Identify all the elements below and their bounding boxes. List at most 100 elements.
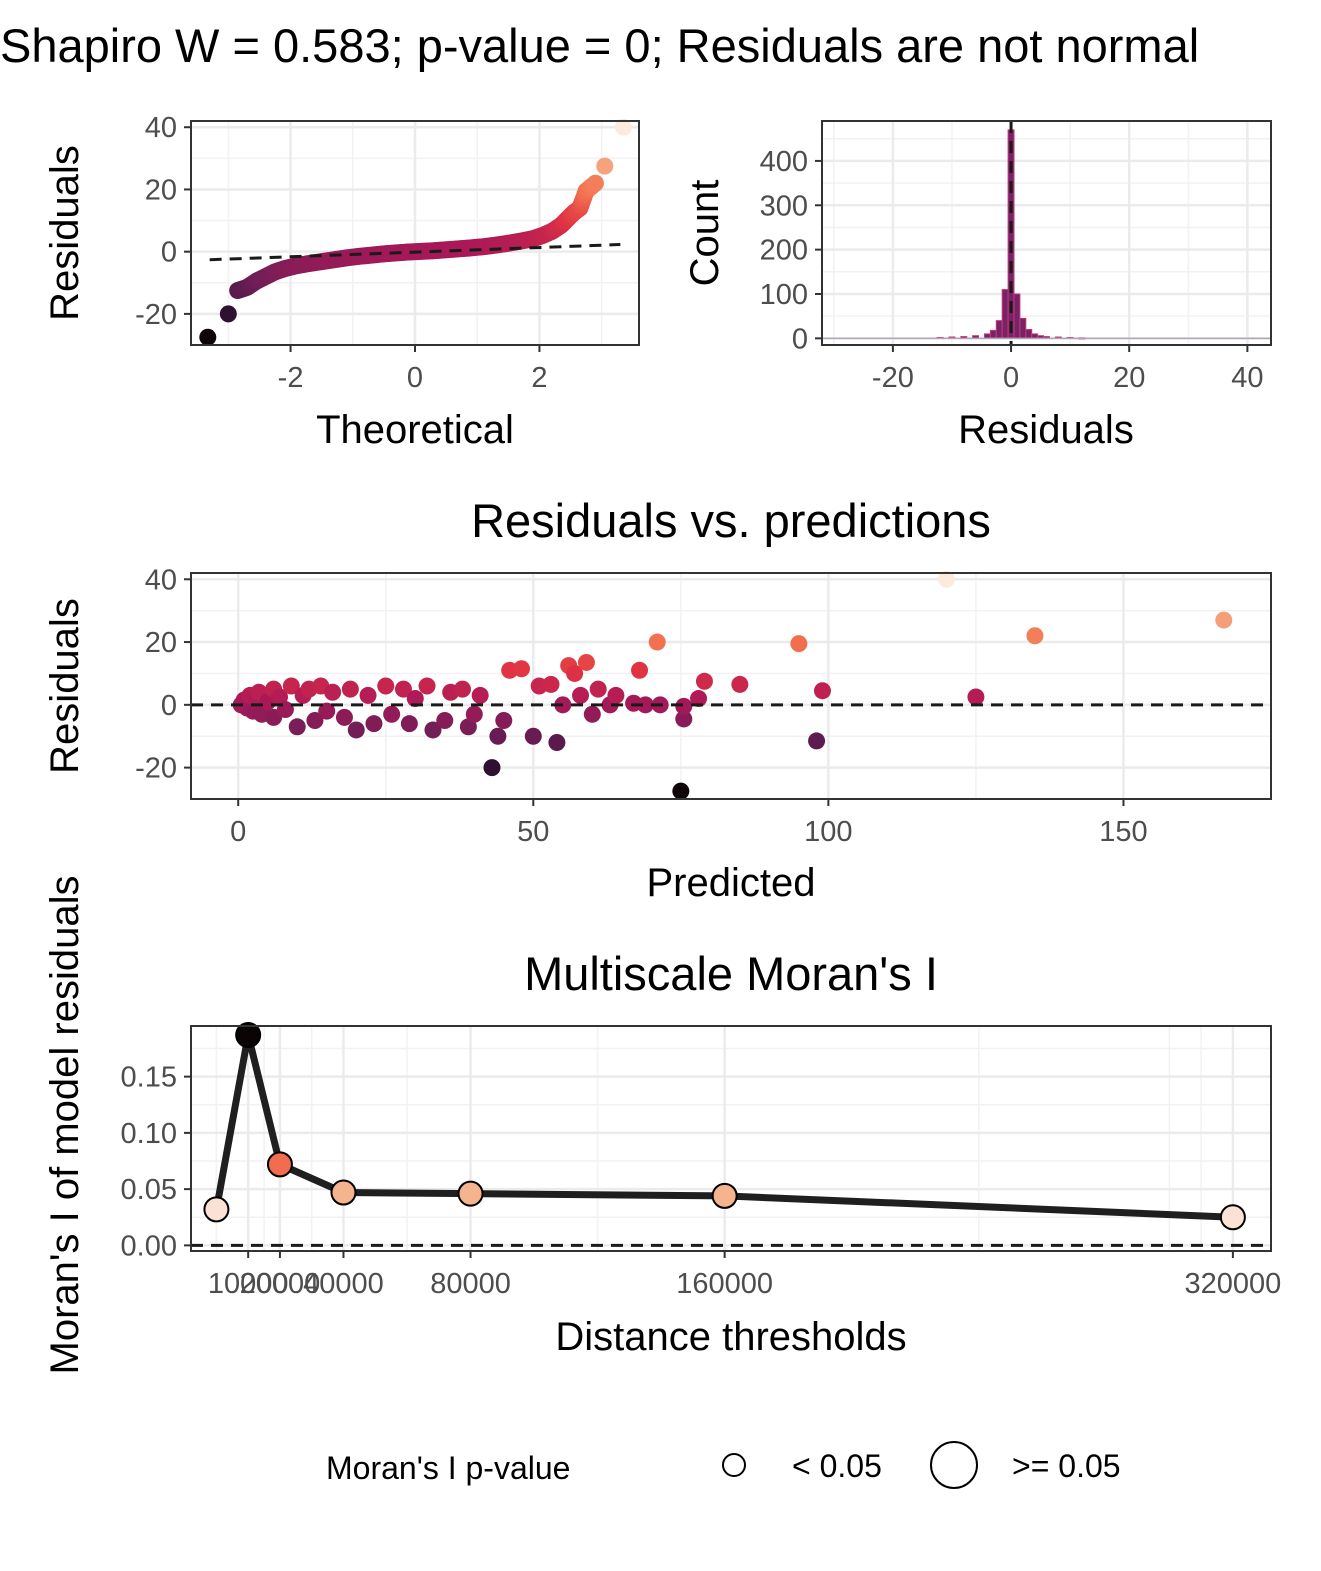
morans-x-tick-label: 20000 — [240, 1268, 321, 1300]
morans-y-tick-label: 0.10 — [121, 1118, 177, 1150]
histogram-y-tick-label: 0 — [792, 323, 808, 355]
rvp-y-tick-label: 40 — [145, 564, 177, 596]
histogram-bar — [1013, 293, 1021, 339]
morans-panel-border — [190, 1025, 1272, 1252]
rvp-point — [967, 688, 985, 706]
rvp-point — [495, 712, 513, 730]
rvp-point — [406, 690, 424, 708]
rvp-point — [607, 686, 625, 704]
morans-i-title: Multiscale Moran's I — [524, 947, 938, 1000]
rvp-point — [335, 708, 353, 726]
rvp-ticks: 0 50 100 150 -20 0 20 40 — [135, 564, 1148, 848]
rvp-x-tick-label: 0 — [230, 816, 246, 848]
morans-marks — [191, 1022, 1271, 1247]
legend-item-label: >= 0.05 — [1012, 1448, 1121, 1484]
residuals-vs-predictions-title: Residuals vs. predictions — [471, 494, 991, 547]
qq-x-tick-label: 0 — [407, 362, 423, 394]
rvp-point — [690, 690, 708, 708]
rvp-point — [341, 680, 359, 698]
rvp-point — [400, 715, 418, 733]
rvp-point — [453, 680, 471, 698]
rvp-point — [548, 734, 566, 751]
rvp-point — [937, 570, 955, 588]
qq-point — [614, 118, 632, 136]
rvp-y-tick-label: 20 — [145, 627, 177, 659]
rvp-point — [675, 710, 693, 728]
rvp-point — [365, 715, 383, 733]
morans-legend: Moran's I p-value < 0.05 >= 0.05 — [326, 1441, 1121, 1489]
morans-point — [330, 1179, 357, 1206]
qq-y-axis-title: Residuals — [43, 145, 87, 321]
rvp-point — [465, 705, 483, 723]
rvp-y-tick-label: -20 — [135, 753, 177, 785]
morans-point — [711, 1182, 738, 1209]
histogram-y-tick-label: 100 — [760, 279, 808, 311]
qq-reference-line — [209, 243, 621, 262]
rvp-point — [731, 675, 749, 693]
rvp-point — [324, 683, 342, 701]
histogram-y-tick-label: 200 — [760, 235, 808, 267]
rvp-x-axis-title: Predicted — [647, 861, 816, 905]
residuals-vs-predictions-panel: Residuals vs. predictions 0 50 100 150 -20 0 2… — [43, 494, 1272, 905]
legend-title: Moran's I p-value — [326, 1450, 570, 1486]
rvp-point — [306, 712, 324, 730]
histogram-x-axis-title: Residuals — [958, 408, 1134, 452]
legend-item-label: < 0.05 — [792, 1448, 882, 1484]
morans-x-axis-title: Distance thresholds — [555, 1315, 906, 1359]
morans-point — [1219, 1204, 1246, 1231]
rvp-point — [672, 782, 690, 800]
rvp-point — [377, 677, 395, 695]
qq-point — [596, 157, 614, 175]
qq-point — [586, 174, 604, 192]
morans-y-tick-label: 0.15 — [121, 1062, 177, 1094]
histogram-bar — [1025, 328, 1033, 339]
rvp-point — [383, 705, 401, 723]
histogram-y-tick-label: 300 — [760, 190, 808, 222]
rvp-point — [424, 721, 442, 739]
histogram-x-tick-label: 20 — [1113, 362, 1145, 394]
morans-point — [457, 1180, 484, 1207]
qq-x-axis-title: Theoretical — [316, 408, 514, 452]
qq-x-tick-label: 2 — [531, 362, 547, 394]
rvp-point — [318, 702, 336, 720]
rvp-point — [347, 721, 365, 739]
histogram-x-tick-label: -20 — [872, 362, 914, 394]
rvp-point — [394, 680, 412, 698]
morans-point — [266, 1151, 293, 1178]
qq-marks — [199, 118, 632, 346]
rvp-panel-border — [190, 572, 1272, 800]
rvp-point — [483, 759, 501, 777]
morans-x-tick-label: 320000 — [1184, 1268, 1281, 1300]
qq-point — [219, 305, 237, 323]
rvp-point — [471, 686, 489, 704]
histogram-x-tick-label: 40 — [1231, 362, 1263, 394]
rvp-point — [577, 653, 595, 671]
histogram-panel-border — [821, 120, 1272, 346]
morans-x-tick-label: 80000 — [430, 1268, 511, 1300]
rvp-point — [808, 732, 826, 750]
legend-key-small-circle — [722, 1453, 746, 1477]
rvp-point — [1026, 627, 1044, 645]
rvp-y-tick-label: 0 — [161, 690, 177, 722]
rvp-point — [695, 672, 713, 690]
morans-point — [235, 1022, 262, 1048]
morans-x-tick-label: 10000 — [208, 1268, 289, 1300]
rvp-marks — [191, 570, 1271, 800]
rvp-x-tick-label: 100 — [804, 816, 852, 848]
rvp-point — [512, 660, 530, 678]
morans-x-tick-label: 160000 — [676, 1268, 773, 1300]
rvp-point — [589, 680, 607, 698]
rvp-point — [1215, 611, 1233, 629]
rvp-point — [813, 682, 831, 700]
rvp-point — [790, 635, 808, 653]
rvp-x-tick-label: 50 — [517, 816, 549, 848]
histogram-grid — [822, 121, 1271, 345]
